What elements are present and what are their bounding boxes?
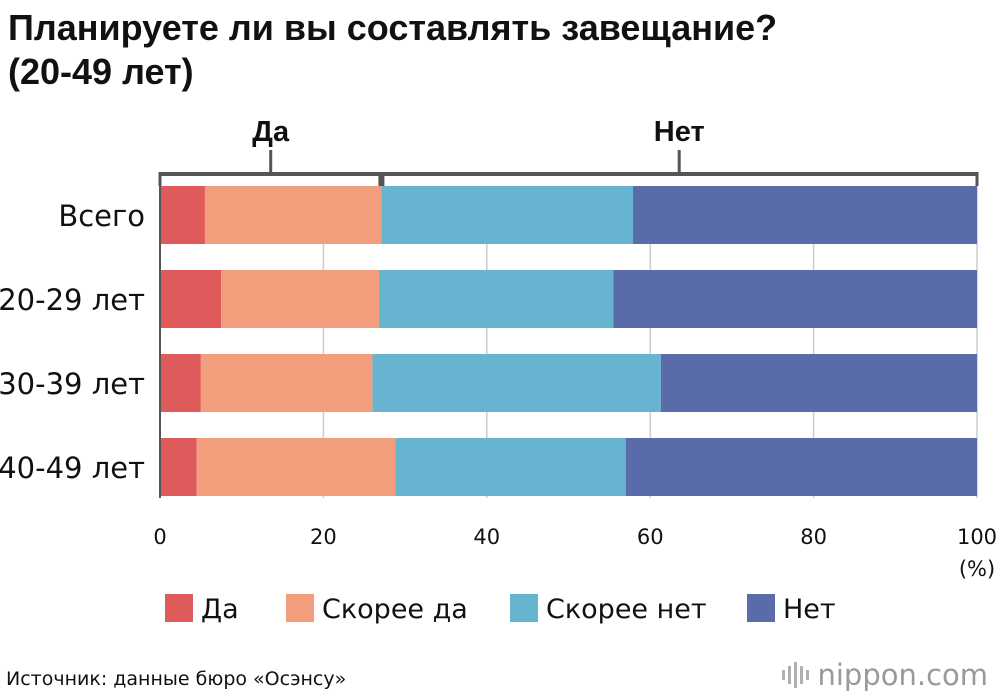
- bar-segment: [196, 438, 396, 496]
- category-label: 20-29 лет: [0, 283, 145, 317]
- source-note: Источник: данные бюро «Осэнсу»: [6, 668, 347, 690]
- category-label: Всего: [58, 199, 145, 233]
- legend-swatch: [286, 594, 314, 622]
- bar-segment: [613, 270, 977, 328]
- bar-segment: [200, 354, 373, 412]
- legend-label: Скорее нет: [546, 594, 707, 625]
- bar-segment: [160, 270, 222, 328]
- x-tick-label: 80: [800, 525, 827, 549]
- bar-segment: [160, 186, 205, 244]
- x-tick-label: 0: [153, 525, 166, 549]
- bar-segment: [633, 186, 977, 244]
- bracket-label: Да: [252, 116, 290, 148]
- chart-title-line1: Планируете ли вы составлять завещание?: [8, 7, 778, 48]
- brand-name: nippon.com: [817, 658, 988, 692]
- bar-segment: [160, 354, 201, 412]
- x-tick-label: 60: [637, 525, 664, 549]
- legend-swatch: [165, 594, 193, 622]
- nippon-logo-icon: [782, 662, 810, 688]
- legend-label: Да: [201, 594, 239, 625]
- bar-segment: [625, 438, 977, 496]
- category-label: 30-39 лет: [0, 367, 145, 401]
- legend-label: Скорее да: [322, 594, 468, 625]
- bar-segment: [660, 354, 977, 412]
- x-tick-label: 40: [473, 525, 500, 549]
- x-tick-label: 100: [957, 525, 997, 549]
- x-tick-label: 20: [310, 525, 337, 549]
- bracket-label: Нет: [654, 116, 705, 148]
- x-axis-unit: (%): [959, 557, 995, 581]
- legend-swatch: [510, 594, 538, 622]
- bar-segment: [381, 186, 634, 244]
- bar-segment: [221, 270, 379, 328]
- chart-title-line2: (20-49 лет): [8, 51, 194, 92]
- bar-segment: [372, 354, 661, 412]
- legend-swatch: [747, 594, 775, 622]
- bar-segment: [378, 270, 614, 328]
- bar-segment: [204, 186, 382, 244]
- chart-title: Планируете ли вы составлять завещание? (…: [8, 6, 777, 94]
- bar-segment: [160, 438, 197, 496]
- bar-segment: [395, 438, 626, 496]
- legend-label: Нет: [783, 594, 836, 625]
- brand-logo: nippon.com: [782, 658, 988, 692]
- category-label: 40-49 лет: [0, 451, 145, 485]
